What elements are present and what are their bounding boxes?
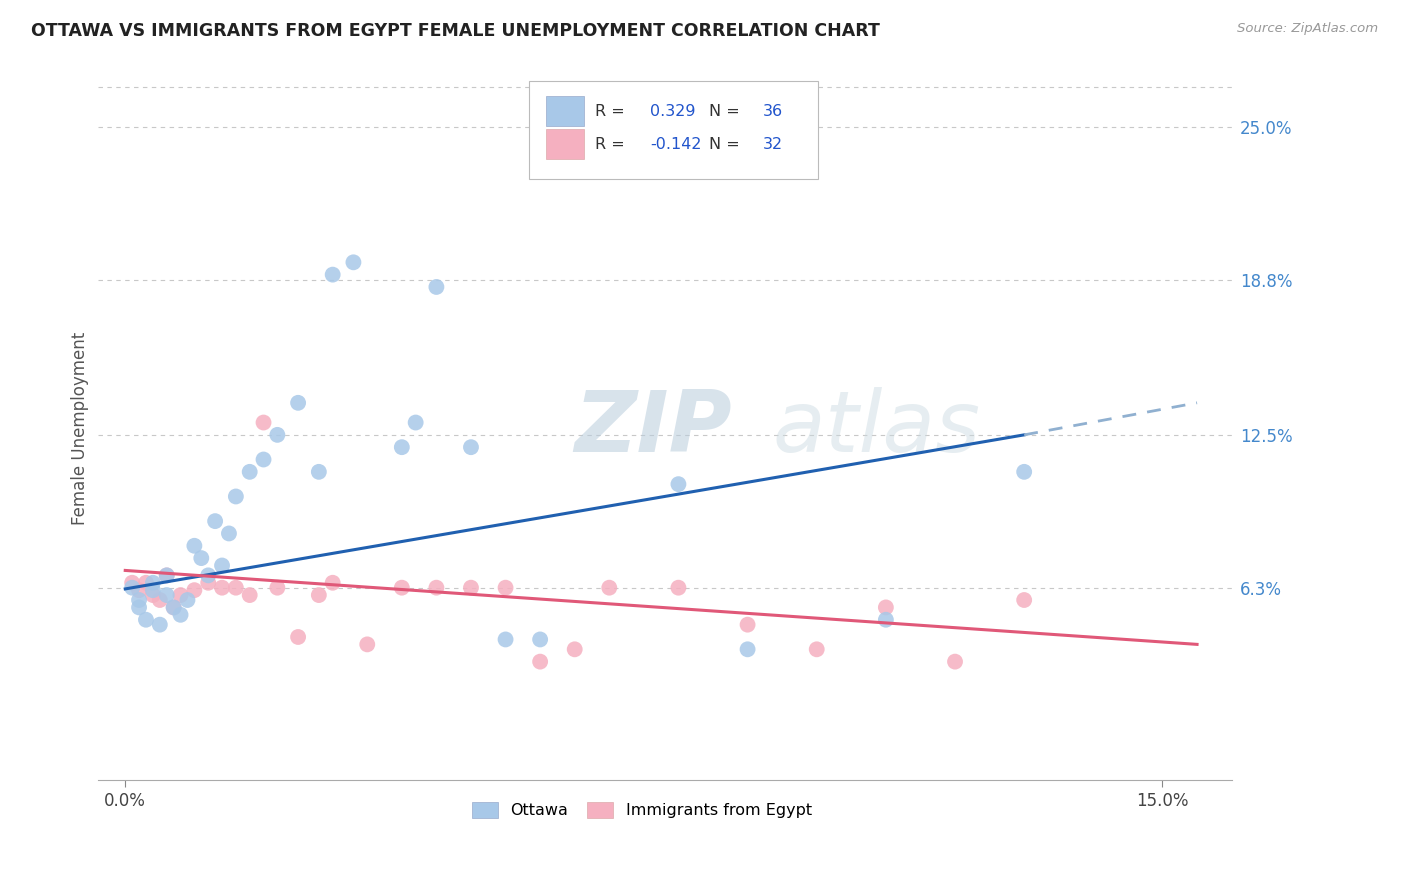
Legend: Ottawa, Immigrants from Egypt: Ottawa, Immigrants from Egypt: [465, 796, 818, 825]
Point: [142, 583, 165, 598]
Point: [169, 588, 191, 602]
Point: [425, 581, 447, 595]
Text: ZIP: ZIP: [574, 387, 731, 470]
Text: 36: 36: [763, 103, 783, 119]
Point: [266, 581, 288, 595]
Point: [529, 655, 551, 669]
Point: [737, 617, 759, 632]
Point: [460, 581, 482, 595]
FancyBboxPatch shape: [546, 129, 583, 159]
Point: [121, 581, 143, 595]
Point: [225, 581, 247, 595]
Point: [211, 558, 233, 573]
Point: [252, 452, 274, 467]
Text: N =: N =: [709, 136, 745, 152]
Point: [239, 465, 262, 479]
Text: 0.329: 0.329: [650, 103, 696, 119]
Text: OTTAWA VS IMMIGRANTS FROM EGYPT FEMALE UNEMPLOYMENT CORRELATION CHART: OTTAWA VS IMMIGRANTS FROM EGYPT FEMALE U…: [31, 22, 880, 40]
Point: [287, 630, 309, 644]
Point: [156, 568, 179, 582]
Point: [204, 514, 226, 528]
Point: [252, 416, 274, 430]
Text: Source: ZipAtlas.com: Source: ZipAtlas.com: [1237, 22, 1378, 36]
Point: [197, 568, 219, 582]
Point: [495, 632, 517, 647]
Point: [197, 575, 219, 590]
Point: [495, 581, 517, 595]
Point: [287, 396, 309, 410]
Y-axis label: Female Unemployment: Female Unemployment: [72, 332, 89, 525]
Point: [149, 593, 172, 607]
Point: [190, 551, 212, 566]
Point: [322, 268, 344, 282]
Point: [943, 655, 966, 669]
Point: [391, 440, 413, 454]
Text: -0.142: -0.142: [650, 136, 702, 152]
Point: [162, 600, 184, 615]
Text: R =: R =: [595, 136, 630, 152]
Point: [156, 588, 179, 602]
Text: R =: R =: [595, 103, 630, 119]
Point: [460, 440, 482, 454]
Point: [239, 588, 262, 602]
Point: [169, 607, 191, 622]
Point: [875, 600, 897, 615]
Point: [322, 575, 344, 590]
Point: [668, 581, 690, 595]
Text: atlas: atlas: [772, 387, 980, 470]
Point: [266, 428, 288, 442]
Point: [225, 490, 247, 504]
FancyBboxPatch shape: [529, 81, 818, 179]
Point: [128, 600, 150, 615]
Point: [425, 280, 447, 294]
Point: [1012, 465, 1035, 479]
Point: [308, 465, 330, 479]
Text: 32: 32: [763, 136, 783, 152]
Point: [142, 588, 165, 602]
Point: [342, 255, 364, 269]
Point: [156, 568, 179, 582]
Point: [668, 477, 690, 491]
Point: [218, 526, 240, 541]
Point: [405, 416, 427, 430]
FancyBboxPatch shape: [546, 96, 583, 126]
Point: [128, 593, 150, 607]
Point: [121, 575, 143, 590]
Point: [183, 583, 205, 598]
Point: [308, 588, 330, 602]
Point: [737, 642, 759, 657]
Point: [806, 642, 828, 657]
Point: [135, 613, 157, 627]
Point: [1012, 593, 1035, 607]
Point: [183, 539, 205, 553]
Point: [135, 575, 157, 590]
Text: N =: N =: [709, 103, 745, 119]
Point: [128, 583, 150, 598]
Point: [564, 642, 586, 657]
Point: [149, 617, 172, 632]
Point: [391, 581, 413, 595]
Point: [529, 632, 551, 647]
Point: [598, 581, 620, 595]
Point: [211, 581, 233, 595]
Point: [356, 637, 378, 651]
Point: [875, 613, 897, 627]
Point: [162, 600, 184, 615]
Point: [176, 593, 198, 607]
Point: [142, 575, 165, 590]
